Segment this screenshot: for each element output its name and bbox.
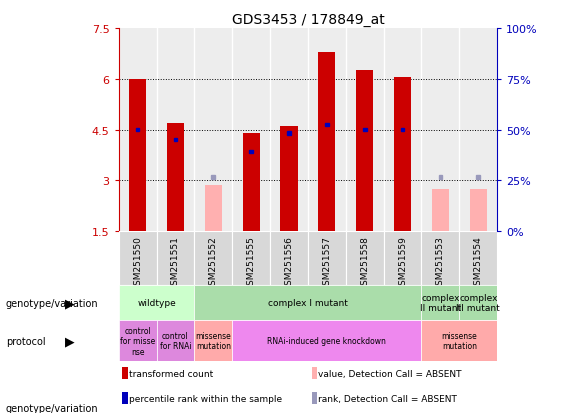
Bar (459, 285, 497, 320)
Bar (173, 139, 177, 142)
Text: complex
III mutant: complex III mutant (457, 293, 500, 313)
Text: complex I mutant: complex I mutant (268, 298, 348, 307)
Bar (312, 367, 318, 379)
Text: GSM251551: GSM251551 (171, 236, 180, 291)
Bar (129, 80, 146, 232)
Bar (205, 186, 222, 232)
Bar (157, 320, 194, 361)
Text: wildtype: wildtype (137, 298, 176, 307)
Bar (157, 232, 194, 285)
Bar (476, 176, 480, 179)
Bar (119, 232, 157, 285)
Bar (157, 29, 194, 232)
Bar (308, 29, 346, 232)
Bar (421, 320, 497, 361)
Bar (308, 232, 346, 285)
Text: GSM251559: GSM251559 (398, 236, 407, 291)
Bar (318, 52, 336, 232)
Bar (119, 320, 157, 361)
Bar (232, 232, 270, 285)
Bar (270, 232, 308, 285)
Bar (356, 71, 373, 232)
Bar (123, 392, 128, 404)
Bar (421, 29, 459, 232)
Bar (432, 189, 449, 232)
Text: GSM251558: GSM251558 (360, 236, 369, 291)
Bar (346, 29, 384, 232)
Bar (270, 29, 308, 232)
Bar (242, 134, 260, 232)
Bar (280, 127, 298, 232)
Bar (249, 150, 253, 154)
Bar (136, 128, 140, 132)
Bar (232, 29, 270, 232)
Text: GSM251556: GSM251556 (285, 236, 293, 291)
Title: GDS3453 / 178849_at: GDS3453 / 178849_at (232, 12, 384, 26)
Text: protocol: protocol (6, 336, 45, 346)
Text: GSM251557: GSM251557 (323, 236, 331, 291)
Bar (346, 232, 384, 285)
Bar (438, 176, 442, 179)
Text: complex
II mutant: complex II mutant (420, 293, 461, 313)
Bar (384, 232, 421, 285)
Text: missense
mutation: missense mutation (441, 331, 477, 351)
Text: GSM251550: GSM251550 (133, 236, 142, 291)
Text: GSM251552: GSM251552 (209, 236, 218, 290)
Bar (194, 285, 421, 320)
Text: transformed count: transformed count (129, 369, 214, 378)
Bar (394, 78, 411, 232)
Bar (194, 29, 232, 232)
Text: genotype/variation: genotype/variation (6, 298, 98, 308)
Text: control
for RNAi: control for RNAi (160, 331, 191, 351)
Bar (119, 29, 157, 232)
Text: RNAi-induced gene knockdown: RNAi-induced gene knockdown (267, 336, 386, 345)
Text: control
for misse
nse: control for misse nse (120, 326, 155, 356)
Bar (123, 367, 128, 379)
Bar (459, 29, 497, 232)
Bar (470, 189, 487, 232)
Bar (325, 123, 329, 127)
Bar (211, 176, 215, 179)
Text: GSM251553: GSM251553 (436, 236, 445, 291)
Text: percentile rank within the sample: percentile rank within the sample (129, 394, 282, 403)
Bar (119, 285, 194, 320)
Bar (167, 123, 184, 232)
Text: ▶: ▶ (65, 296, 75, 309)
Text: missense
mutation: missense mutation (195, 331, 231, 351)
Text: GSM251555: GSM251555 (247, 236, 255, 291)
Text: genotype/variation: genotype/variation (6, 403, 98, 413)
Bar (421, 232, 459, 285)
Bar (384, 29, 421, 232)
Bar (401, 128, 405, 132)
Bar (459, 232, 497, 285)
Bar (363, 128, 367, 132)
Text: GSM251554: GSM251554 (474, 236, 483, 290)
Text: ▶: ▶ (65, 334, 75, 347)
Bar (421, 285, 459, 320)
Bar (194, 232, 232, 285)
Bar (194, 320, 232, 361)
Text: rank, Detection Call = ABSENT: rank, Detection Call = ABSENT (318, 394, 457, 403)
Bar (312, 392, 318, 404)
Text: value, Detection Call = ABSENT: value, Detection Call = ABSENT (318, 369, 462, 378)
Bar (287, 132, 291, 135)
Bar (232, 320, 421, 361)
